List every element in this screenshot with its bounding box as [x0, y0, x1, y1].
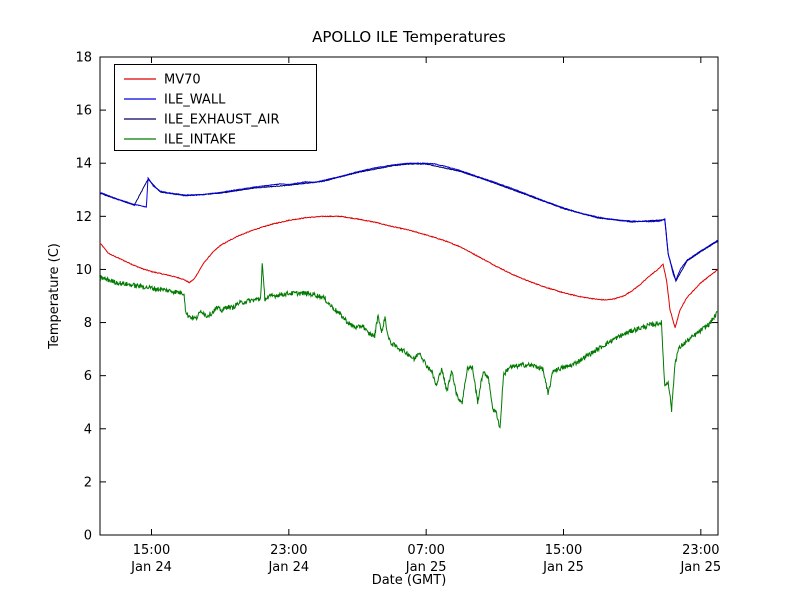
series-lines — [99, 162, 719, 429]
x-tick-time-label: 15:00 — [133, 543, 170, 558]
legend-label-ILE_WALL: ILE_WALL — [164, 93, 226, 108]
y-tick-label: 6 — [84, 369, 92, 384]
x-axis-label: Date (GMT) — [372, 573, 447, 588]
series-line-ILE_WALL — [99, 162, 719, 281]
y-tick-label: 18 — [75, 51, 92, 66]
y-axis-label: Temperature (C) — [47, 243, 62, 350]
y-tick-label: 0 — [84, 529, 92, 544]
x-tick-date-label: Jan 24 — [130, 560, 172, 575]
legend-label-ILE_EXHAUST_AIR: ILE_EXHAUST_AIR — [164, 113, 280, 128]
x-tick-time-label: 23:00 — [270, 543, 307, 558]
x-tick-date-label: Jan 25 — [542, 560, 584, 575]
chart-title: APOLLO ILE Temperatures — [312, 28, 506, 46]
series-line-ILE_INTAKE — [99, 263, 718, 429]
x-tick-date-label: Jan 25 — [679, 560, 721, 575]
y-tick-label: 8 — [84, 316, 92, 331]
axis-ticks: 0 2 4 6 8 10 12 14 16 18 15:00 Jan 24 23:00 Jan 24 07:… — [75, 51, 721, 576]
x-tick-time-label: 15:00 — [545, 543, 582, 558]
x-tick-time-label: 07:00 — [407, 543, 444, 558]
series-line-MV70 — [99, 215, 719, 328]
x-tick-date-label: Jan 25 — [405, 560, 447, 575]
y-tick-label: 4 — [84, 422, 92, 437]
x-tick-date-label: Jan 24 — [267, 560, 309, 575]
y-tick-label: 14 — [75, 157, 92, 172]
y-tick-label: 10 — [75, 263, 92, 278]
y-tick-label: 16 — [75, 104, 92, 119]
y-tick-label: 2 — [84, 475, 92, 490]
legend: MV70 ILE_WALL ILE_EXHAUST_AIR ILE_INTAKE — [114, 64, 317, 151]
x-tick-time-label: 23:00 — [682, 543, 719, 558]
y-tick-label: 12 — [75, 210, 92, 225]
legend-label-ILE_INTAKE: ILE_INTAKE — [164, 133, 236, 148]
legend-label-MV70: MV70 — [164, 73, 201, 88]
